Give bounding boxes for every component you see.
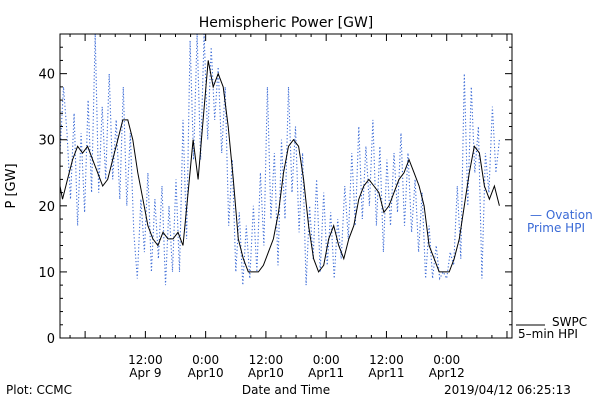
y-tick-label: 20 (38, 200, 55, 215)
x-tick-label-time: 0:00 (433, 353, 460, 367)
chart-title: Hemispheric Power [GW] (199, 15, 374, 31)
plot-frame (59, 33, 513, 339)
x-tick-label-time: 0:00 (192, 353, 219, 367)
x-tick-label-date: Apr10 (248, 366, 284, 380)
x-tick-label-time: 12:00 (128, 353, 163, 367)
y-tick-label: 30 (38, 134, 55, 149)
plot-area (59, 33, 513, 339)
x-axis-label: Date and Time (242, 383, 330, 397)
y-axis: 0 10 20 30 40 (38, 46, 512, 347)
y-tick-label: 40 (38, 68, 55, 83)
y-tick-label: 0 (47, 332, 55, 347)
x-tick-label-date: Apr 9 (129, 366, 161, 380)
legend-ovation: — Ovation Prime HPI (527, 208, 593, 235)
footer-timestamp: 2019/04/12 06:25:13 (444, 383, 571, 397)
legend-ovation-line2: Prime HPI (527, 221, 585, 235)
footer-credit: Plot: CCMC (6, 383, 72, 397)
legend-swpc-line1: SWPC (552, 315, 587, 329)
series-line-ovation (59, 33, 500, 286)
x-tick-label-date: Apr11 (308, 366, 344, 380)
x-tick-label-date: Apr10 (188, 366, 224, 380)
legend-ovation-line1: — Ovation (530, 208, 593, 222)
x-tick-label-date: Apr12 (429, 366, 465, 380)
x-tick-label-time: 12:00 (249, 353, 284, 367)
legend-swpc: SWPC 5–min HPI (516, 315, 587, 341)
series-layer (59, 33, 500, 286)
y-axis-label: P [GW] (4, 163, 19, 208)
x-tick-label-time: 12:00 (369, 353, 404, 367)
x-tick-label-date: Apr11 (368, 366, 404, 380)
series-line-swpc (59, 60, 500, 273)
y-tick-label: 10 (38, 266, 55, 281)
x-tick-label-time: 0:00 (313, 353, 340, 367)
legend-swpc-line2: 5–min HPI (518, 327, 578, 341)
